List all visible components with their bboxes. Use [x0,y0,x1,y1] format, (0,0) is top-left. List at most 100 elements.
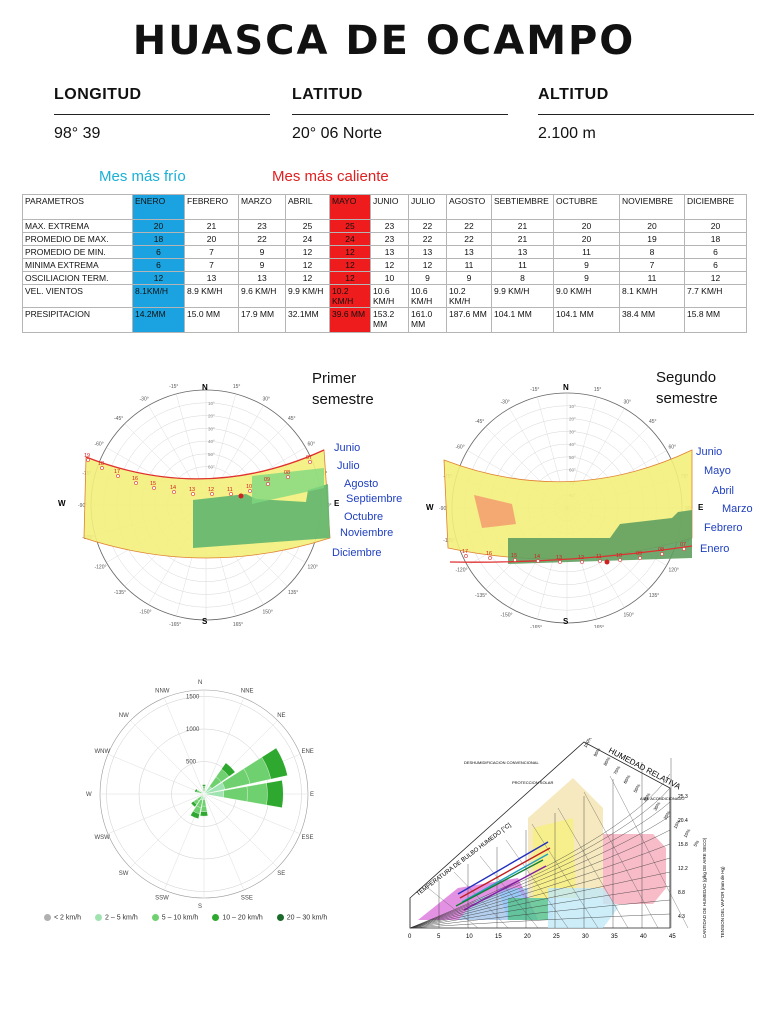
table-cell: 9 [238,245,286,259]
compass-n: N [202,383,208,392]
legend-label: 2 – 5 km/h [105,914,138,922]
month-label: Febrero [704,522,743,534]
wetbulb-line [427,887,479,929]
table-cell: 11 [491,258,554,272]
hour-point [638,556,642,560]
azimuth-tick-label: 120° [308,565,318,571]
hour-label: 09 [636,551,642,557]
table-cell: 13 [370,245,409,259]
x-tick-label: 20 [524,934,531,940]
rose-spoke [203,793,301,835]
hour-point [286,475,290,479]
hour-label: 18 [98,461,104,467]
rh-curve [409,857,671,929]
hour-point [598,559,602,563]
compass-w: W [58,499,66,508]
table-cell: OSCILIACION TERM. [22,271,133,285]
legend-item: 5 – 10 km/h [151,914,199,922]
proteccion-label: PROTECCION SOLAR [512,780,553,785]
altitude-tick-label: 50° [208,452,215,457]
legend-label: 10 – 20 km/h [222,914,263,922]
rh-label: 90% [593,747,602,757]
sun-path-line [85,449,325,480]
table-cell: 18 [132,232,185,246]
azimuth-tick-label: -45° [114,416,123,422]
sun-path-line [449,545,693,563]
month-label: Enero [700,543,730,555]
azimuth-tick-label: -15° [530,387,539,393]
wind-petal [203,790,225,798]
second-semester-label: Segundo semestre [656,367,718,409]
table-cell: 8.9 KM/H [184,284,239,308]
direction-label: ESE [301,835,313,841]
hour-point [308,460,312,464]
hour-point [191,492,195,496]
direction-label: SW [119,871,129,877]
direction-label: S [198,904,202,910]
rose-spoke [130,720,205,795]
table-header-cell: DICIEMBRE [684,194,747,220]
table-cell: 13 [491,245,554,259]
table-cell: 104.1 MM [553,307,620,333]
table-header-cell: JUNIO [370,194,409,220]
direction-label: SSW [155,895,169,901]
table-header-cell: SEBTIEMBRE [491,194,554,220]
table-cell: PROMEDIO DE MAX. [22,232,133,246]
legend-item: < 2 km/h [44,914,81,921]
table-row: PRESIPITACION 14.2MM 15.0 MM 17.9 MM 32.1MM 3… [22,307,747,333]
rh-curve [409,885,671,929]
azimuth-tick-label: 135° [288,590,298,596]
wind-petal [203,791,205,795]
info-label: ALTITUD [538,86,754,115]
table-cell: 9 [408,271,447,285]
table-cell: 12 [370,258,409,272]
azimuth-tick-label: 45° [649,419,657,425]
compass-s: S [202,617,208,626]
azimuth-tick-label: 30° [263,396,271,402]
direction-label: NNE [241,689,254,695]
table-cell: 11 [446,258,492,272]
direction-label: NW [119,713,129,719]
comfort-zone-light-green [252,468,324,504]
table-cell: 22 [408,232,447,246]
wetbulb-line [505,839,569,929]
azimuth-tick-label: -30° [140,396,149,402]
table-cell: 15.8 MM [684,307,747,333]
parameters-table: PARAMETROS ENERO FEBRERO MARZO ABRIL MAYO JUNI… [22,194,747,333]
altitude-tick-label: 40° [569,442,576,447]
hour-labels: 19 18 17 16 15 14 13 12 11 10 09 08 07 [84,453,312,496]
table-cell: 161.0 MM [408,307,447,333]
altitude-tick-label: 30° [208,426,215,431]
azimuth-tick-label: -60° [94,442,103,448]
table-cell: 11 [553,245,620,259]
compass-w: W [426,503,434,512]
rh-curve [409,773,671,929]
azimuth-tick-label: -60° [455,445,464,451]
table-cell: 6 [684,258,747,272]
table-cell: 6 [132,245,185,259]
hour-label: 16 [132,476,138,482]
sun-path-chart-first: 15°30°45°60°75°90°105°120°135°150°165°-1… [58,383,340,628]
table-cell: 22 [238,232,286,246]
hour-point [210,492,214,496]
table-cell: 20 [553,232,620,246]
month-label: Mayo [704,465,731,477]
rose-spoke [203,697,245,795]
month-label: Junio [334,442,361,454]
legend-label: 5 – 10 km/h [161,914,199,922]
table-cell: 10.6 KM/H [370,284,409,308]
azimuth-tick-label: -90° [439,506,448,512]
wind-rose-chart: N NNE NE ENE E ESE SE SSE S SSW SW WSW W WNW NW NNW 500 1… [86,680,314,910]
direction-label: ENE [301,749,313,755]
rose-spoke [203,793,278,868]
table-cell: 9 [553,258,620,272]
hour-label: 15 [150,481,156,487]
rh-curve [409,871,671,929]
table-cell: 9.6 KM/H [238,284,286,308]
azimuth-tick-label: -150° [140,610,152,616]
azimuth-tick-label: 45° [288,416,296,422]
month-line [461,853,549,903]
rh-label: 30% [653,801,662,811]
month-line [455,859,544,907]
table-cell: 8 [491,271,554,285]
